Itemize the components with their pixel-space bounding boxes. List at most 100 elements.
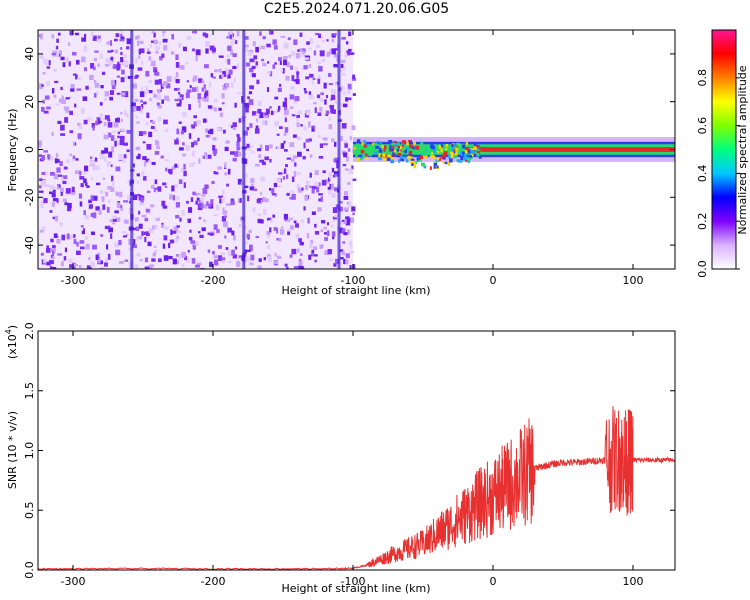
noise-region-background [38,30,353,269]
colorbar-gradient [711,29,737,270]
noise-cell [179,99,182,105]
noise-cell [251,183,254,187]
noise-cell [280,68,283,73]
noise-cell [142,131,147,135]
colorbar-tick-label: 0.6 [696,117,709,135]
noise-cell [53,94,57,98]
noise-cell [155,189,158,193]
noise-cell [331,48,336,55]
carrier-onset-cell [355,143,360,147]
noise-cell [51,131,54,137]
carrier-onset-cell [364,153,368,156]
noise-cell [145,121,149,126]
noise-cell [90,31,94,38]
noise-cell [318,198,321,202]
noise-cell [319,143,324,149]
noise-cell [219,74,223,79]
noise-cell [51,88,55,94]
noise-cell [62,175,68,180]
noise-cell [157,104,162,109]
noise-cell [259,192,263,195]
noise-cell [265,241,268,244]
noise-cell [314,107,317,113]
noise-cell [169,239,175,244]
noise-cell [239,197,242,203]
noise-cell [296,114,300,118]
noise-cell [141,171,145,177]
noise-cell [331,138,335,142]
noise-cell [223,215,227,218]
noise-cell [229,34,232,40]
noise-cell [121,230,127,234]
noise-cell [295,66,299,72]
noise-cell [257,148,262,152]
carrier-onset-cell [431,152,434,155]
noise-cell [117,61,120,65]
noise-cell [174,139,179,145]
noise-cell [120,31,123,34]
noise-cell [176,225,180,228]
carrier-onset-cell [440,156,444,159]
carrier-onset-cell [450,147,454,152]
noise-cell [341,228,346,234]
noise-cell [308,63,312,68]
noise-cell [170,51,175,55]
carrier-onset-cell [398,158,401,163]
noise-cell [340,257,344,260]
noise-cell [269,158,272,163]
snr-y-tick-label: 1.5 [23,382,36,400]
noise-cell [331,183,335,190]
noise-cell [238,223,242,228]
snr-y-tick-label: 0.0 [23,561,36,579]
noise-cell [81,230,85,235]
noise-cell [230,200,235,206]
noise-cell [110,164,113,168]
noise-cell [324,250,330,255]
noise-cell [301,266,305,269]
carrier-onset-cell [413,140,416,145]
noise-cell [333,263,337,267]
spectrogram-image [38,30,675,269]
noise-cell [173,226,179,233]
noise-cell [42,71,46,75]
noise-cell [137,67,143,71]
noise-cell [144,90,149,94]
noise-cell [98,209,102,215]
carrier-onset-cell [393,140,397,145]
noise-cell [149,43,152,48]
noise-cell [109,40,113,46]
noise-cell [140,87,144,93]
noise-cell [329,176,333,180]
noise-cell [164,159,169,162]
noise-cell [192,77,195,82]
noise-cell [196,86,199,92]
noise-cell [100,85,104,89]
noise-cell [134,264,138,269]
noise-cell [331,192,336,198]
noise-cell [212,76,216,79]
noise-cell [333,63,338,68]
noise-cell [276,178,281,183]
noise-cell [225,247,229,250]
noise-cell [232,122,237,127]
noise-cell [148,265,153,269]
noise-cell [44,184,50,188]
noise-cell [215,171,219,175]
noise-cell [46,81,50,87]
carrier-onset-cell [397,152,402,156]
noise-cell [108,151,113,158]
noise-cell [41,171,46,176]
noise-cell [312,77,316,80]
noise-cell [100,234,104,237]
noise-cell [227,58,231,65]
noise-cell [175,71,179,78]
noise-cell [167,168,173,174]
noise-cell [278,237,282,242]
noise-cell [312,185,317,190]
noise-cell [236,146,241,151]
noise-cell [234,151,239,157]
noise-cell [261,58,265,62]
noise-cell [213,213,218,217]
noise-cell [283,109,289,115]
carrier-onset-cell [379,141,383,144]
